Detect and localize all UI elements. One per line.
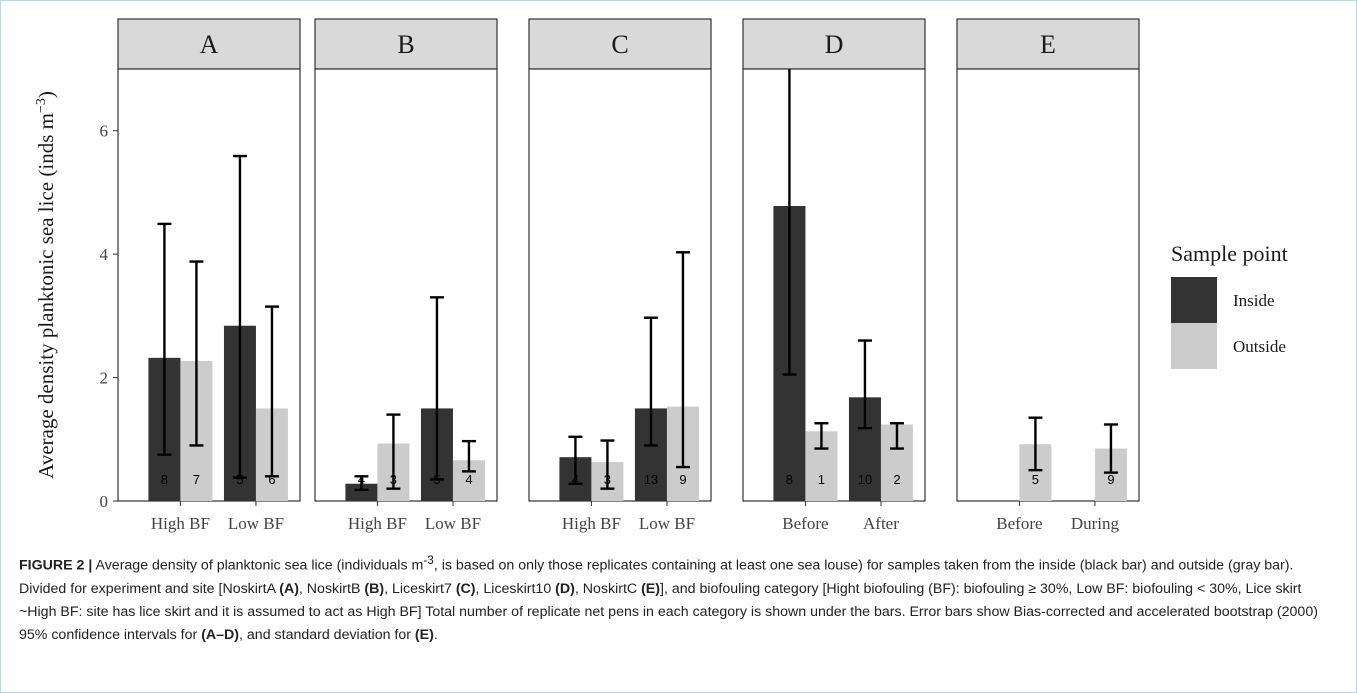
panel-plot-area [956, 68, 1140, 502]
caption-label: FIGURE 2 | [19, 557, 93, 574]
caption-sup: -3 [423, 553, 434, 567]
panel-title: C [611, 30, 628, 59]
n-label: 6 [268, 472, 275, 487]
caption-text: , is based on only those replicates cont… [19, 557, 1294, 597]
panel-title: E [1040, 30, 1056, 59]
panel-plot-area [314, 68, 498, 502]
n-label: 5 [1032, 472, 1039, 487]
caption-ref: (D) [555, 580, 575, 597]
n-label: 8 [786, 472, 793, 487]
panel-strip [742, 18, 926, 70]
panel-title: D [825, 30, 844, 59]
x-tick-label: Before [782, 514, 828, 533]
n-label: 4 [358, 472, 365, 487]
n-label: 3 [390, 472, 397, 487]
caption-text: , NoskirtC [574, 580, 642, 597]
figure-caption: FIGURE 2 | Average density of planktonic… [19, 549, 1339, 647]
n-label: 5 [236, 472, 243, 487]
panel-title: B [397, 30, 414, 59]
caption-ref: (E) [641, 580, 660, 597]
caption-ref: (A) [279, 580, 299, 597]
bar [345, 483, 378, 501]
panel-strip [956, 18, 1140, 70]
n-label: 7 [193, 472, 200, 487]
legend: Sample point Inside Outside [1171, 241, 1288, 369]
panel-c: C High BF 4 3 Low BF 13 9 [528, 18, 712, 533]
panel-b: B High BF 4 3 Low BF 5 4 [314, 18, 498, 533]
x-tick-label: Low BF [425, 514, 481, 533]
n-label: 4 [572, 472, 579, 487]
caption-text: , and standard deviation for [239, 626, 415, 643]
n-label: 13 [644, 472, 658, 487]
x-tick-label: During [1071, 514, 1120, 533]
n-label: 4 [465, 472, 472, 487]
caption-text: , Liceskirt7 [384, 580, 456, 597]
x-tick-label: Before [996, 514, 1042, 533]
x-tick-label: After [863, 514, 899, 533]
chart: Average density planktonic sea lice (ind… [34, 18, 1288, 533]
caption-text: , NoskirtB [298, 580, 365, 597]
caption-text: Average density of planktonic sea lice (… [92, 557, 424, 574]
caption-ref: (B) [364, 580, 385, 597]
x-tick-label: High BF [151, 514, 210, 533]
legend-swatch [1171, 277, 1217, 323]
panel-title: A [200, 30, 219, 59]
panel-e: E Before 5 During 9 [956, 18, 1140, 533]
n-label: 9 [679, 472, 686, 487]
n-label: 2 [893, 472, 900, 487]
y-axis-label: Average density planktonic sea lice (ind… [34, 91, 58, 479]
caption-text: . [433, 626, 438, 643]
y-axis-title: Average density planktonic sea lice (ind… [34, 91, 58, 479]
panels: A High BF 8 7 Low BF 5 6 B High BF 4 3 Low BF 5 4 C Hig… [100, 18, 1140, 533]
caption-text: ], and biofouling category [Hight biofou… [19, 580, 1318, 643]
caption-ref: (E) [414, 626, 434, 643]
x-tick-label: High BF [348, 514, 407, 533]
n-label: 9 [1107, 472, 1114, 487]
legend-label: Outside [1233, 337, 1286, 356]
x-tick-label: Low BF [228, 514, 284, 533]
y-tick-label: 0 [100, 492, 109, 511]
caption-ref: (C) [455, 580, 476, 597]
panel-strip [528, 18, 712, 70]
y-tick-label: 6 [100, 122, 109, 141]
y-axis: 0 2 4 6 [100, 122, 118, 511]
x-tick-label: High BF [562, 514, 621, 533]
n-label: 10 [858, 472, 872, 487]
n-label: 3 [604, 472, 611, 487]
caption-ref: (A–D) [201, 626, 240, 643]
n-label: 5 [433, 472, 440, 487]
n-label: 1 [818, 472, 825, 487]
panel-strip [117, 18, 301, 70]
y-tick-label: 4 [100, 245, 109, 264]
panel-a: A High BF 8 7 Low BF 5 6 [117, 18, 301, 533]
y-tick-label: 2 [100, 369, 109, 388]
x-tick-label: Low BF [639, 514, 695, 533]
legend-swatch [1171, 323, 1217, 369]
panel-d: D Before 8 1 After 10 2 [742, 18, 926, 533]
n-label: 8 [161, 472, 168, 487]
legend-label: Inside [1233, 291, 1275, 310]
caption-text: , Liceskirt10 [475, 580, 556, 597]
legend-title: Sample point [1171, 241, 1288, 266]
